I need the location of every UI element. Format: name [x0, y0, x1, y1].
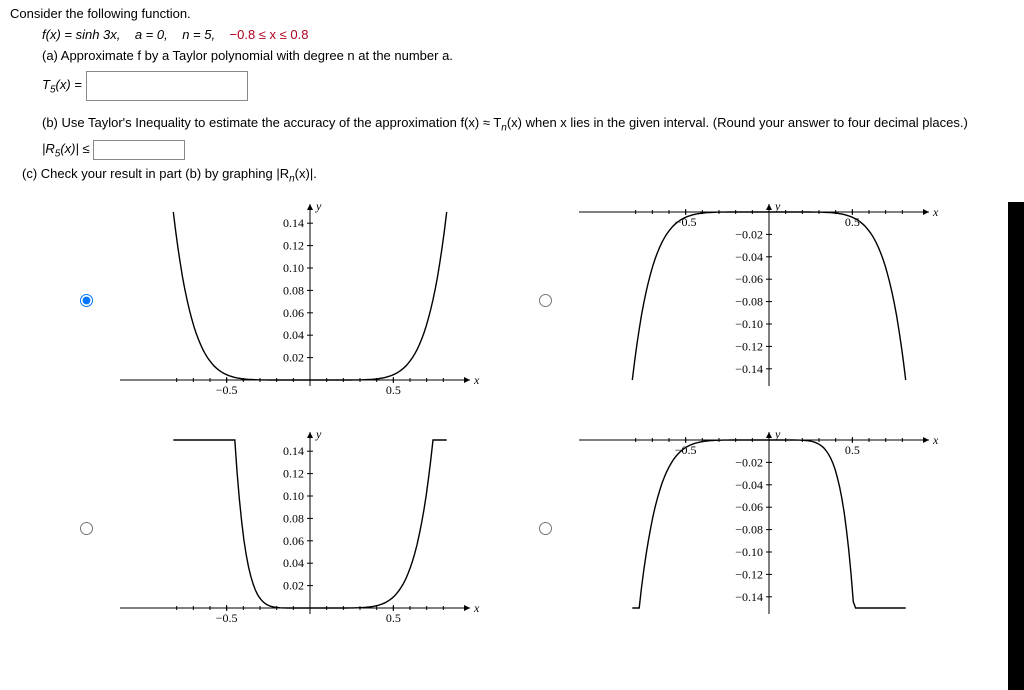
svg-text:0.04: 0.04 [283, 328, 304, 342]
svg-text:0.06: 0.06 [283, 534, 304, 548]
r5-row: |R5(x)| ≤ [42, 140, 1014, 160]
svg-text:y: y [774, 199, 781, 213]
svg-text:−0.14: −0.14 [735, 362, 763, 376]
svg-text:x: x [932, 205, 939, 219]
t5-answer-input[interactable] [86, 71, 248, 101]
graph-radio[interactable] [80, 294, 93, 307]
svg-text:−0.06: −0.06 [735, 272, 763, 286]
graph-option: x y −0.50.5−0.02−0.04−0.06−0.08−0.10−0.1… [529, 194, 970, 404]
svg-text:y: y [315, 427, 322, 441]
plot: x y −0.50.5−0.02−0.04−0.06−0.08−0.10−0.1… [559, 194, 939, 404]
graph-radio[interactable] [539, 294, 552, 307]
svg-text:y: y [774, 427, 781, 441]
svg-text:y: y [315, 199, 322, 213]
svg-text:−0.02: −0.02 [735, 228, 763, 242]
svg-text:0.02: 0.02 [283, 579, 304, 593]
function-def: f(x) = sinh 3x, [42, 27, 120, 42]
intro-line: Consider the following function. [10, 6, 1014, 21]
r5-label: |R5(x)| ≤ [42, 141, 93, 156]
svg-text:−0.08: −0.08 [735, 523, 763, 537]
svg-text:0.08: 0.08 [283, 512, 304, 526]
graph-radio[interactable] [80, 522, 93, 535]
svg-text:−0.06: −0.06 [735, 500, 763, 514]
plot: x y −0.5 0.5 0.02 0.04 0.06 0.08 0.10 0.12 0.14 [100, 194, 480, 404]
svg-text:0.10: 0.10 [283, 261, 304, 275]
svg-text:0.02: 0.02 [283, 351, 304, 365]
scrollbar-stub [1008, 202, 1024, 690]
t5-row: T5(x) = [42, 71, 1014, 101]
graph-options: x y −0.50.50.020.040.060.080.100.120.14 … [70, 194, 970, 632]
param-interval: −0.8 ≤ x ≤ 0.8 [230, 27, 309, 42]
part-a-text: (a) Approximate f by a Taylor polynomial… [42, 48, 1014, 63]
svg-text:0.12: 0.12 [283, 467, 304, 481]
svg-text:x: x [932, 433, 939, 447]
svg-text:−0.12: −0.12 [735, 340, 763, 354]
svg-text:0.14: 0.14 [283, 216, 304, 230]
part-c-text: (c) Check your result in part (b) by gra… [22, 166, 1014, 185]
svg-text:0.06: 0.06 [283, 306, 304, 320]
svg-text:0.04: 0.04 [283, 556, 304, 570]
graph-radio[interactable] [539, 522, 552, 535]
graph-option: x y −0.50.5−0.02−0.04−0.06−0.08−0.10−0.1… [529, 422, 970, 632]
plot: x y −0.50.5−0.02−0.04−0.06−0.08−0.10−0.1… [559, 422, 939, 632]
plot: x y −0.5 0.5 0.02 0.04 0.06 0.08 0.10 0.12 0.14 [100, 422, 480, 632]
svg-text:−0.08: −0.08 [735, 295, 763, 309]
svg-text:0.5: 0.5 [386, 383, 401, 397]
svg-text:x: x [473, 373, 480, 387]
r5-answer-input[interactable] [93, 140, 185, 160]
svg-text:−0.5: −0.5 [216, 611, 238, 625]
svg-text:−0.5: −0.5 [216, 383, 238, 397]
param-a: a = 0, [135, 27, 168, 42]
t5-label: T5(x) = [42, 77, 82, 96]
param-n: n = 5, [182, 27, 215, 42]
svg-text:−0.04: −0.04 [735, 478, 763, 492]
svg-text:x: x [473, 601, 480, 615]
svg-text:−0.10: −0.10 [735, 545, 763, 559]
graph-option: x y −0.5 0.5 0.02 0.04 0.06 0.08 0.10 0.12 0.14 [70, 422, 511, 632]
svg-text:−0.14: −0.14 [735, 590, 763, 604]
graph-option: x y −0.5 0.5 0.02 0.04 0.06 0.08 0.10 0.12 0.14 [70, 194, 511, 404]
svg-text:0.10: 0.10 [283, 489, 304, 503]
svg-text:−0.12: −0.12 [735, 568, 763, 582]
svg-text:0.5: 0.5 [386, 611, 401, 625]
svg-text:0.14: 0.14 [283, 444, 304, 458]
function-line: f(x) = sinh 3x, a = 0, n = 5, −0.8 ≤ x ≤… [42, 27, 1014, 42]
svg-text:0.08: 0.08 [283, 284, 304, 298]
svg-text:−0.04: −0.04 [735, 250, 763, 264]
svg-text:0.12: 0.12 [283, 239, 304, 253]
svg-text:−0.10: −0.10 [735, 317, 763, 331]
part-b-text: (b) Use Taylor's Inequality to estimate … [42, 115, 1014, 134]
svg-text:0.5: 0.5 [845, 443, 860, 457]
svg-text:−0.02: −0.02 [735, 456, 763, 470]
